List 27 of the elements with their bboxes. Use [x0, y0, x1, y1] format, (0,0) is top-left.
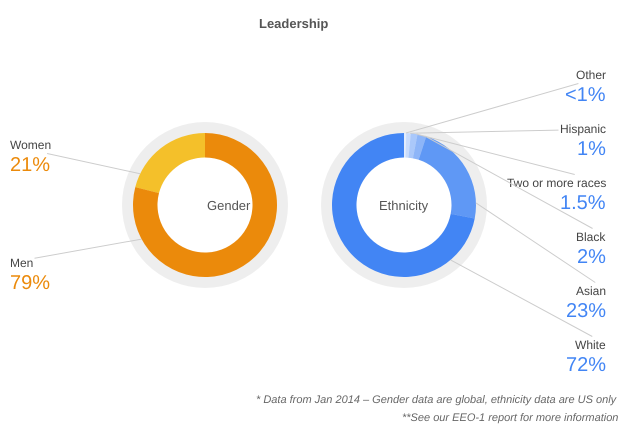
- slice-label: Men: [10, 256, 34, 270]
- donut-slice: [133, 133, 277, 277]
- data-label: 1.5%: [560, 192, 606, 214]
- donut-slice: [408, 133, 418, 158]
- data-label: 21%: [10, 154, 50, 176]
- slice-label: Women: [10, 138, 52, 152]
- text: Ethnicity: [379, 198, 429, 213]
- text: Gender: [207, 198, 252, 213]
- data-label: <1%: [565, 84, 606, 106]
- data-label: 23%: [566, 300, 606, 322]
- data-label: 72%: [566, 354, 606, 376]
- data-label: 79%: [10, 272, 50, 294]
- donut-slice: [412, 134, 426, 160]
- slice-label: Two or more races: [507, 176, 606, 190]
- slice-label: Hispanic: [560, 122, 606, 136]
- text: **See our EEO-1 report for more information: [402, 412, 618, 424]
- data-label: 2%: [577, 246, 606, 268]
- donut-slice: [135, 133, 205, 194]
- chart-title: Leadership: [259, 16, 328, 31]
- slice-label: Other: [576, 68, 606, 82]
- slice-label: Asian: [576, 284, 606, 298]
- text: * Data from Jan 2014 – Gender data are global, ethnicity data are US only: [256, 394, 618, 406]
- donut-slice: [405, 133, 411, 158]
- donut-slice: [332, 133, 475, 277]
- data-label: 1%: [577, 138, 606, 160]
- slice-label: Black: [576, 230, 606, 244]
- slice-label: White: [575, 338, 606, 352]
